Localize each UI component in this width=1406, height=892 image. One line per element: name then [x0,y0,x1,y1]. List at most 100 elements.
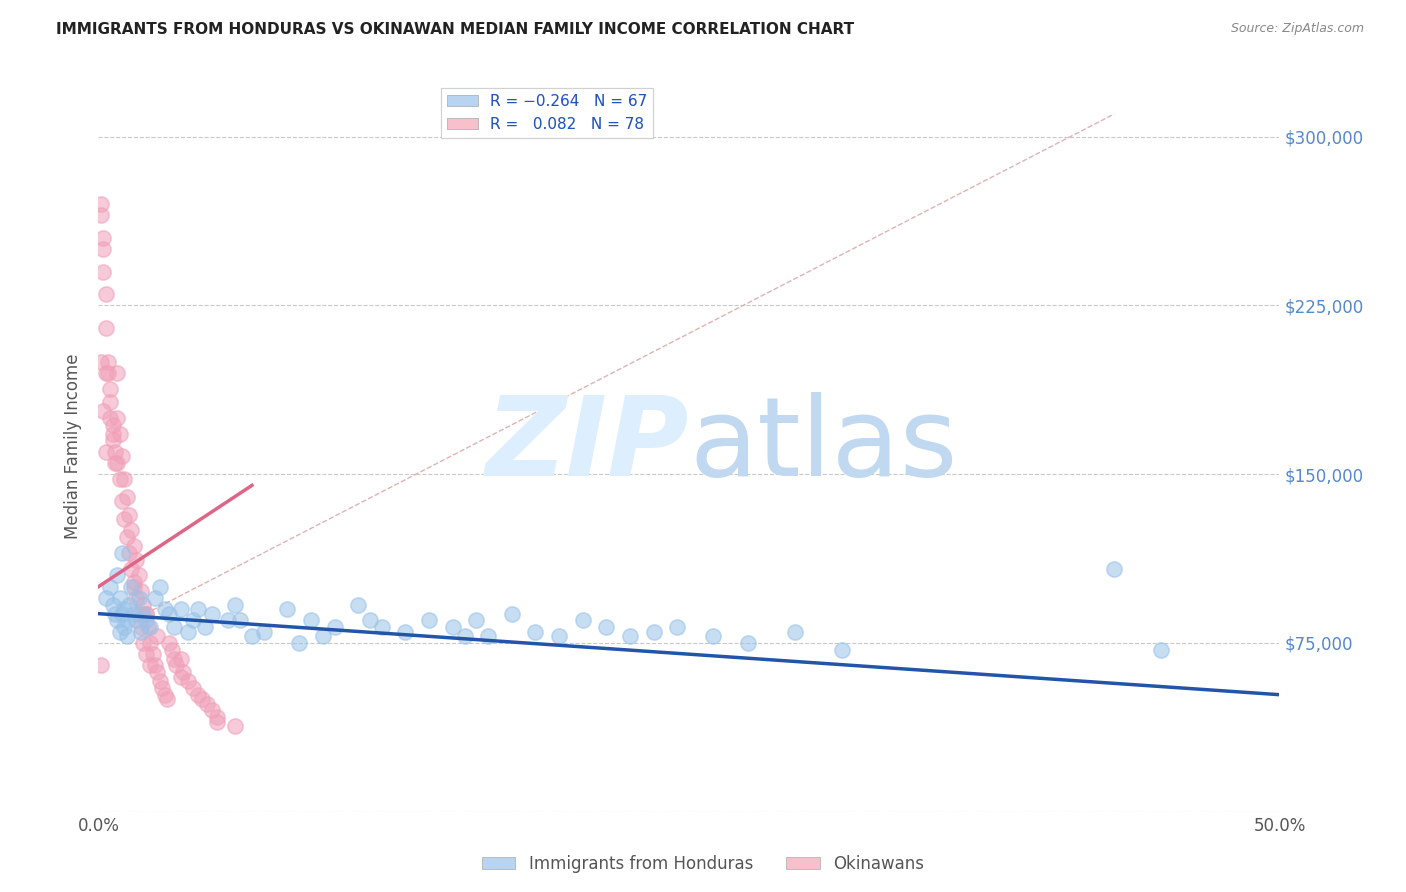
Point [831,642,853,657]
Point [205,714,228,729]
Legend: R = −0.264   N = 67, R =   0.082   N = 78: R = −0.264 N = 67, R = 0.082 N = 78 [441,88,654,137]
Point [125,614,148,628]
Point [135,614,157,628]
Point [90,354,112,368]
Point [394,624,416,639]
Point [91,264,114,278]
Point [90,197,112,211]
Point [224,719,246,733]
Point [172,665,194,680]
Point [165,658,187,673]
Point [135,607,157,621]
Point [112,472,135,486]
Point [128,591,150,605]
Point [524,624,547,639]
Point [666,620,689,634]
Point [224,598,246,612]
Point [136,620,159,634]
Point [201,703,224,717]
Point [153,688,176,702]
Point [108,624,131,639]
Point [194,620,217,634]
Point [288,636,311,650]
Point [115,614,138,628]
Point [98,410,121,425]
Point [643,624,665,639]
Point [177,624,200,639]
Point [229,614,252,628]
Point [97,366,120,380]
Point [595,620,617,634]
Point [111,449,134,463]
Point [128,607,150,621]
Point [253,624,276,639]
Text: Source: ZipAtlas.com: Source: ZipAtlas.com [1230,22,1364,36]
Point [115,490,138,504]
Point [441,620,464,634]
Point [118,508,141,522]
Point [143,658,166,673]
Point [139,620,162,634]
Point [132,598,155,612]
Point [371,620,394,634]
Point [170,602,193,616]
Point [122,580,145,594]
Point [104,607,127,621]
Point [142,647,165,661]
Point [146,665,169,680]
Point [121,562,143,576]
Point [111,546,134,560]
Point [121,580,143,594]
Point [359,614,381,628]
Point [132,636,155,650]
Point [477,629,499,643]
Point [149,674,172,689]
Point [104,456,127,470]
Point [90,208,112,222]
Point [128,568,150,582]
Point [163,651,186,665]
Point [548,629,571,643]
Point [94,591,117,605]
Point [101,434,124,448]
Text: atlas: atlas [689,392,957,500]
Point [156,692,179,706]
Point [153,602,176,616]
Point [91,242,114,256]
Point [105,410,128,425]
Point [191,692,214,706]
Point [135,607,157,621]
Point [91,404,114,418]
Point [101,426,124,441]
Point [112,602,135,616]
Point [105,614,128,628]
Point [91,231,114,245]
Point [312,629,335,643]
Point [1150,642,1173,657]
Point [115,530,138,544]
Point [97,354,120,368]
Point [108,591,131,605]
Point [118,598,141,612]
Point [157,607,180,621]
Point [112,620,135,634]
Point [108,426,131,441]
Point [101,417,124,432]
Point [205,710,228,724]
Point [98,580,121,594]
Point [347,598,370,612]
Point [105,366,128,380]
Point [181,681,204,695]
Point [619,629,641,643]
Point [108,472,131,486]
Point [111,494,134,508]
Point [111,607,134,621]
Point [94,321,117,335]
Point [170,651,193,665]
Point [121,524,143,538]
Point [737,636,759,650]
Point [702,629,724,643]
Point [94,366,117,380]
Point [240,629,263,643]
Point [139,658,162,673]
